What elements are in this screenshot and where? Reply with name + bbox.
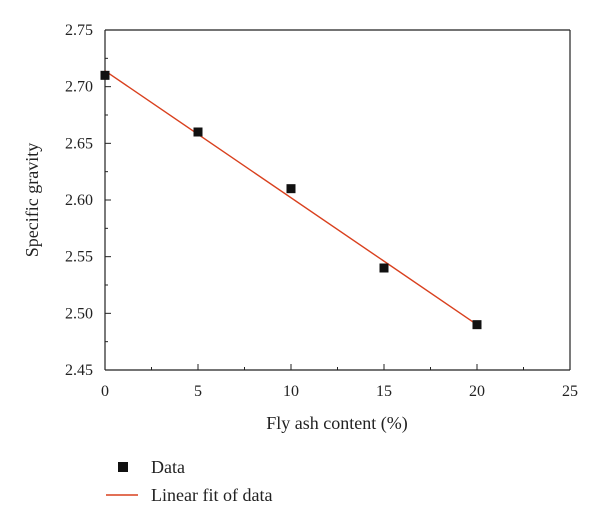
y-tick-label: 2.70 — [65, 79, 93, 96]
legend-marker-data — [118, 462, 128, 472]
data-point — [472, 320, 482, 330]
x-tick-label: 15 — [376, 383, 392, 400]
y-axis-title: Specific gravity — [22, 143, 42, 257]
legend-label-data: Data — [151, 457, 185, 477]
y-tick-label: 2.75 — [65, 22, 93, 39]
x-ticks: 0 5 10 15 20 25 — [101, 364, 578, 400]
data-point — [193, 127, 203, 137]
x-tick-label: 20 — [469, 383, 485, 400]
data-point — [286, 184, 296, 194]
x-tick-label: 10 — [283, 383, 299, 400]
data-point — [379, 263, 389, 273]
x-tick-label: 25 — [562, 383, 578, 400]
y-tick-label: 2.65 — [65, 135, 93, 152]
x-tick-label: 5 — [194, 383, 202, 400]
x-tick-label: 0 — [101, 383, 109, 400]
legend: Data Linear fit of data — [106, 457, 272, 505]
series-layer — [100, 70, 482, 330]
legend-label-linear-fit: Linear fit of data — [151, 485, 272, 505]
y-tick-label: 2.50 — [65, 305, 93, 322]
linear-fit-line — [104, 70, 478, 326]
y-tick-label: 2.45 — [65, 362, 93, 379]
data-point — [100, 70, 110, 80]
plot-frame — [104, 29, 571, 371]
y-ticks: 2.45 2.50 2.55 2.60 2.65 2.70 2.75 — [65, 22, 111, 379]
y-tick-label: 2.55 — [65, 249, 93, 266]
y-tick-label: 2.60 — [65, 192, 93, 209]
x-axis-title: Fly ash content (%) — [266, 413, 407, 434]
